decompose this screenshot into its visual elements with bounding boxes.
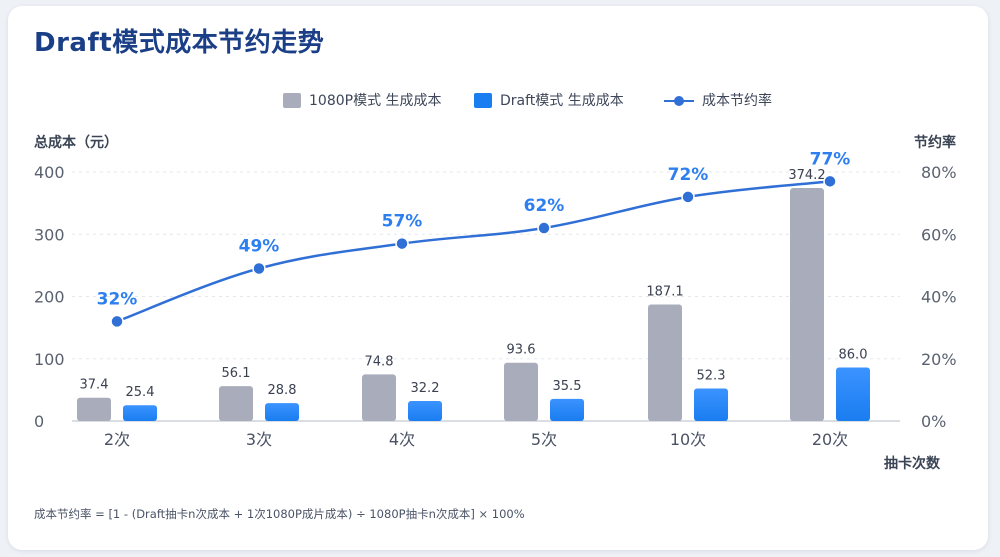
right-axis-title: 节约率 bbox=[914, 135, 956, 151]
bar-label-1080p: 37.4 bbox=[80, 378, 109, 393]
saving-rate-point bbox=[110, 314, 124, 329]
legend-item-draft: Draft模式 生成成本 bbox=[474, 90, 624, 110]
bar-draft bbox=[123, 405, 157, 421]
y2-tick-label: 40% bbox=[921, 288, 957, 307]
chart-card bbox=[8, 6, 988, 550]
legend-swatch-1080p bbox=[283, 92, 301, 108]
bar-1080p bbox=[504, 362, 538, 421]
chart-title: Draft模式成本节约走势 bbox=[34, 28, 325, 58]
bar-1080p bbox=[790, 188, 824, 421]
y-tick-label: 400 bbox=[34, 163, 65, 182]
saving-rate-point bbox=[252, 261, 266, 276]
saving-rate-label: 57% bbox=[382, 212, 423, 232]
footnote: 成本节约率 = [1 - (Draft抽卡n次成本 + 1次1080P成片成本)… bbox=[34, 507, 525, 521]
legend: 1080P模式 生成成本 Draft模式 生成成本 成本节约率 bbox=[0, 90, 1000, 112]
x-tick-label: 4次 bbox=[389, 430, 415, 449]
y2-tick-label: 80% bbox=[921, 163, 957, 182]
bar-label-1080p: 93.6 bbox=[507, 343, 536, 358]
bar-label-1080p: 74.8 bbox=[365, 354, 394, 369]
saving-rate-label: 72% bbox=[668, 165, 709, 185]
x-axis-title: 抽卡次数 bbox=[884, 456, 940, 472]
left-axis-title: 总成本（元） bbox=[34, 135, 118, 151]
bar-1080p bbox=[648, 304, 682, 421]
legend-swatch-draft bbox=[474, 92, 492, 108]
bar-label-draft: 32.2 bbox=[411, 381, 440, 396]
saving-rate-label: 62% bbox=[524, 196, 565, 216]
bar-draft bbox=[550, 398, 584, 421]
x-tick-label: 5次 bbox=[531, 430, 557, 449]
x-tick-label: 20次 bbox=[812, 430, 848, 449]
legend-item-1080p: 1080P模式 生成成本 bbox=[283, 90, 442, 110]
bar-draft bbox=[836, 367, 870, 421]
bar-1080p bbox=[362, 374, 396, 421]
bar-1080p bbox=[77, 397, 111, 421]
saving-rate-label: 49% bbox=[239, 236, 280, 256]
y2-tick-label: 60% bbox=[921, 225, 957, 244]
bar-draft bbox=[694, 388, 728, 421]
bar-label-draft: 28.8 bbox=[268, 383, 297, 398]
saving-rate-line bbox=[116, 180, 831, 323]
y-tick-label: 200 bbox=[34, 288, 65, 307]
y-tick-label: 0 bbox=[34, 412, 44, 431]
saving-rate-label: 77% bbox=[810, 149, 851, 169]
bar-label-draft: 52.3 bbox=[697, 368, 726, 383]
legend-label-draft: Draft模式 生成成本 bbox=[500, 93, 624, 109]
bar-draft bbox=[408, 400, 442, 421]
bar-label-draft: 25.4 bbox=[126, 385, 155, 400]
legend-item-saving-rate: 成本节约率 bbox=[664, 90, 772, 110]
y-tick-label: 100 bbox=[34, 350, 65, 369]
x-tick-label: 3次 bbox=[246, 430, 272, 449]
x-tick-label: 2次 bbox=[104, 430, 130, 449]
bar-1080p bbox=[219, 386, 253, 421]
saving-rate-point bbox=[537, 221, 551, 235]
y2-tick-label: 0% bbox=[921, 412, 946, 431]
saving-rate-point bbox=[681, 190, 695, 204]
bar-label-1080p: 56.1 bbox=[222, 366, 251, 381]
saving-rate-point bbox=[395, 236, 409, 251]
bar-label-1080p: 187.1 bbox=[646, 285, 683, 300]
saving-rate-point bbox=[823, 174, 837, 189]
bar-label-1080p: 374.2 bbox=[788, 168, 825, 183]
bar-label-draft: 86.0 bbox=[839, 347, 868, 362]
legend-label-1080p: 1080P模式 生成成本 bbox=[309, 93, 442, 109]
legend-label-saving-rate: 成本节约率 bbox=[702, 93, 772, 109]
bar-label-draft: 35.5 bbox=[553, 379, 582, 394]
y2-tick-label: 20% bbox=[921, 350, 957, 369]
bar-draft bbox=[265, 403, 299, 421]
y-tick-label: 300 bbox=[34, 225, 65, 244]
legend-swatch-saving-rate bbox=[664, 93, 694, 108]
saving-rate-label: 32% bbox=[97, 289, 138, 309]
x-tick-label: 10次 bbox=[670, 430, 706, 449]
